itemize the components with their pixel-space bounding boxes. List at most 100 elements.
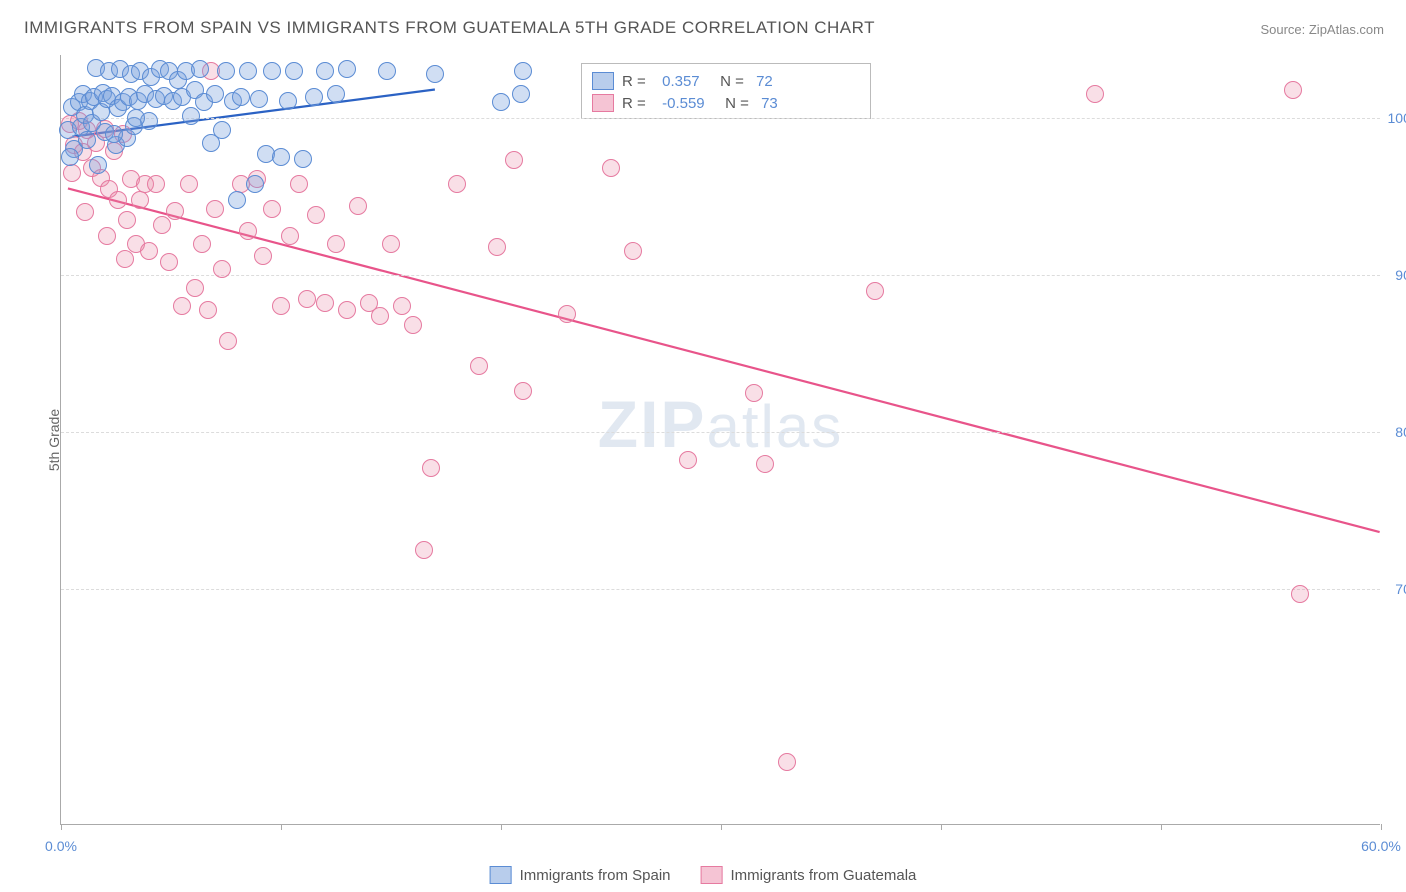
scatter-point-guatemala — [624, 242, 642, 260]
scatter-point-spain — [272, 148, 290, 166]
scatter-point-guatemala — [488, 238, 506, 256]
scatter-point-spain — [305, 88, 323, 106]
scatter-point-guatemala — [349, 197, 367, 215]
scatter-point-guatemala — [1086, 85, 1104, 103]
scatter-point-guatemala — [602, 159, 620, 177]
gridline — [61, 275, 1380, 276]
chart-plot-area: 5th Grade ZIPatlas R = 0.357 N = 72R = -… — [60, 55, 1380, 825]
scatter-point-guatemala — [160, 253, 178, 271]
watermark: ZIPatlas — [598, 386, 843, 462]
bottom-legend: Immigrants from Spain Immigrants from Gua… — [490, 866, 917, 884]
scatter-point-guatemala — [213, 260, 231, 278]
scatter-point-spain — [492, 93, 510, 111]
scatter-point-guatemala — [239, 222, 257, 240]
scatter-point-guatemala — [147, 175, 165, 193]
n-label: N = — [720, 73, 748, 90]
r-label: R = — [622, 95, 650, 112]
scatter-point-spain — [213, 121, 231, 139]
scatter-point-guatemala — [338, 301, 356, 319]
scatter-point-guatemala — [382, 235, 400, 253]
scatter-point-spain — [228, 191, 246, 209]
scatter-point-spain — [263, 62, 281, 80]
bottom-legend-label: Immigrants from Spain — [520, 867, 671, 884]
trendline-guatemala — [68, 188, 1380, 532]
scatter-point-guatemala — [116, 250, 134, 268]
scatter-point-spain — [61, 148, 79, 166]
bottom-legend-item-spain: Immigrants from Spain — [490, 866, 671, 884]
scatter-point-guatemala — [298, 290, 316, 308]
scatter-point-guatemala — [470, 357, 488, 375]
scatter-point-guatemala — [448, 175, 466, 193]
scatter-point-guatemala — [558, 305, 576, 323]
scatter-point-spain — [316, 62, 334, 80]
scatter-point-spain — [285, 62, 303, 80]
scatter-point-guatemala — [307, 206, 325, 224]
watermark-light: atlas — [706, 393, 843, 460]
scatter-point-guatemala — [173, 297, 191, 315]
scatter-point-spain — [232, 88, 250, 106]
scatter-point-guatemala — [76, 203, 94, 221]
scatter-point-guatemala — [186, 279, 204, 297]
bottom-legend-label: Immigrants from Guatemala — [731, 867, 917, 884]
scatter-point-guatemala — [63, 164, 81, 182]
scatter-point-spain — [239, 62, 257, 80]
scatter-point-spain — [294, 150, 312, 168]
y-tick-label: 90.0% — [1395, 267, 1406, 283]
n-value: 73 — [761, 95, 778, 112]
scatter-point-spain — [206, 85, 224, 103]
scatter-point-guatemala — [1284, 81, 1302, 99]
scatter-point-spain — [279, 92, 297, 110]
x-tick — [1381, 824, 1382, 830]
y-tick-label: 70.0% — [1395, 581, 1406, 597]
scatter-point-spain — [191, 60, 209, 78]
scatter-point-spain — [182, 107, 200, 125]
x-tick — [61, 824, 62, 830]
watermark-bold: ZIP — [598, 387, 707, 461]
scatter-point-spain — [127, 109, 145, 127]
scatter-point-guatemala — [290, 175, 308, 193]
scatter-point-guatemala — [422, 459, 440, 477]
scatter-point-guatemala — [263, 200, 281, 218]
r-value: 0.357 — [658, 73, 712, 90]
scatter-point-guatemala — [166, 202, 184, 220]
scatter-point-guatemala — [219, 332, 237, 350]
legend-swatch-guatemala — [701, 866, 723, 884]
gridline — [61, 589, 1380, 590]
legend-swatch-spain — [490, 866, 512, 884]
scatter-point-guatemala — [131, 191, 149, 209]
x-tick-label: 60.0% — [1361, 838, 1401, 854]
scatter-point-guatemala — [254, 247, 272, 265]
scatter-point-spain — [514, 62, 532, 80]
scatter-point-guatemala — [745, 384, 763, 402]
x-tick — [281, 824, 282, 830]
scatter-point-spain — [217, 62, 235, 80]
stats-legend-row-guatemala: R = -0.559 N = 73 — [592, 92, 860, 114]
scatter-point-guatemala — [679, 451, 697, 469]
scatter-point-guatemala — [514, 382, 532, 400]
scatter-point-guatemala — [180, 175, 198, 193]
scatter-point-guatemala — [371, 307, 389, 325]
legend-swatch-spain — [592, 72, 614, 90]
scatter-point-spain — [338, 60, 356, 78]
r-value: -0.559 — [658, 95, 717, 112]
scatter-point-guatemala — [327, 235, 345, 253]
scatter-point-guatemala — [415, 541, 433, 559]
x-tick-label: 0.0% — [45, 838, 77, 854]
scatter-point-guatemala — [866, 282, 884, 300]
scatter-point-guatemala — [118, 211, 136, 229]
gridline — [61, 432, 1380, 433]
scatter-point-guatemala — [109, 191, 127, 209]
source-label: Source: ZipAtlas.com — [1260, 22, 1384, 37]
scatter-point-guatemala — [272, 297, 290, 315]
scatter-point-guatemala — [140, 242, 158, 260]
gridline — [61, 118, 1380, 119]
scatter-point-guatemala — [778, 753, 796, 771]
scatter-point-spain — [250, 90, 268, 108]
x-tick — [1161, 824, 1162, 830]
scatter-point-spain — [426, 65, 444, 83]
scatter-point-spain — [246, 175, 264, 193]
y-tick-label: 80.0% — [1395, 424, 1406, 440]
legend-swatch-guatemala — [592, 94, 614, 112]
scatter-point-spain — [105, 125, 123, 143]
scatter-point-guatemala — [1291, 585, 1309, 603]
